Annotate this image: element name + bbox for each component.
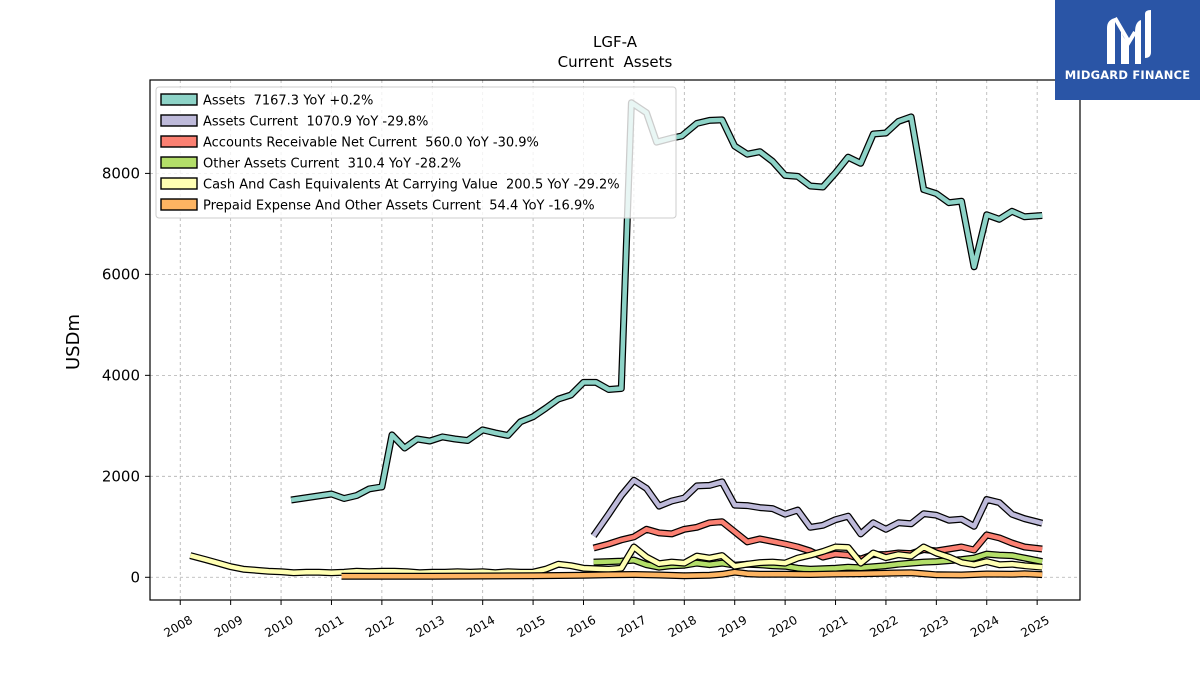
- legend-swatch: [160, 156, 198, 169]
- legend-box: [155, 86, 677, 219]
- legend: Assets 7167.3 YoY +0.2% Assets Current 10…: [155, 86, 677, 219]
- series-line-2: [590, 476, 1044, 538]
- x-tick-label: 2017: [615, 613, 648, 640]
- brand-name: MIDGARD FINANCE: [1064, 68, 1191, 82]
- x-tick-label: 2018: [666, 613, 699, 640]
- x-tick-label: 2022: [867, 613, 900, 640]
- series-line-stroke: [591, 478, 1043, 538]
- legend-swatch: [160, 93, 198, 106]
- x-tick-label: 2012: [363, 613, 396, 640]
- x-tick-label: 2008: [162, 613, 195, 640]
- x-tick-label: 2019: [716, 613, 749, 640]
- legend-label: Accounts Receivable Net Current 560.0 Yo…: [203, 136, 539, 151]
- x-tick-label: 2021: [817, 613, 850, 640]
- x-tick-label: 2013: [414, 613, 447, 640]
- midgard-logo-icon: [1107, 10, 1151, 64]
- x-tick-label: 2025: [1018, 613, 1051, 640]
- series-line-stroke: [593, 551, 1043, 572]
- legend-swatch: [160, 135, 198, 148]
- y-tick-label: 2000: [102, 467, 140, 485]
- y-tick-label: 8000: [102, 164, 140, 182]
- y-axis-label: USDm: [63, 314, 84, 370]
- series-line-4: [593, 550, 1043, 573]
- legend-swatch: [160, 114, 198, 127]
- x-tick-label: 2014: [464, 613, 497, 640]
- series-line-stroke: [189, 544, 1043, 575]
- legend-swatch: [160, 177, 198, 190]
- x-tick-label: 2016: [565, 613, 598, 640]
- series-layer: [189, 99, 1044, 580]
- series-line-1: [290, 99, 1043, 504]
- series-line-6: [341, 568, 1043, 580]
- legend-label: Other Assets Current 310.4 YoY -28.2%: [203, 157, 461, 172]
- series-line-stroke: [341, 569, 1043, 579]
- x-tick-label: 2023: [918, 613, 951, 640]
- legend-label: Assets Current 1070.9 YoY -29.8%: [203, 115, 428, 130]
- x-tick-label: 2011: [313, 613, 346, 640]
- x-tick-label: 2010: [262, 613, 295, 640]
- x-tick-label: 2024: [968, 613, 1001, 640]
- chart-subtitle: Current Assets: [558, 53, 673, 71]
- legend-swatch: [160, 198, 198, 211]
- legend-label: Prepaid Expense And Other Assets Current…: [203, 199, 595, 214]
- x-tick-label: 2015: [514, 613, 547, 640]
- x-tick-label: 2020: [766, 613, 799, 640]
- plot-frame: [149, 79, 1081, 601]
- y-tick-label: 0: [130, 568, 140, 586]
- series-line-stroke: [290, 100, 1043, 503]
- y-tick-label: 4000: [102, 366, 140, 384]
- series-line-5: [189, 543, 1043, 577]
- brand-logo: MIDGARD FINANCE: [1055, 0, 1200, 100]
- legend-label: Assets 7167.3 YoY +0.2%: [203, 94, 373, 109]
- y-tick-label: 6000: [102, 265, 140, 283]
- chart-title: LGF-A: [593, 33, 638, 51]
- legend-label: Cash And Cash Equivalents At Carrying Va…: [203, 178, 620, 193]
- x-tick-label: 2009: [212, 613, 245, 640]
